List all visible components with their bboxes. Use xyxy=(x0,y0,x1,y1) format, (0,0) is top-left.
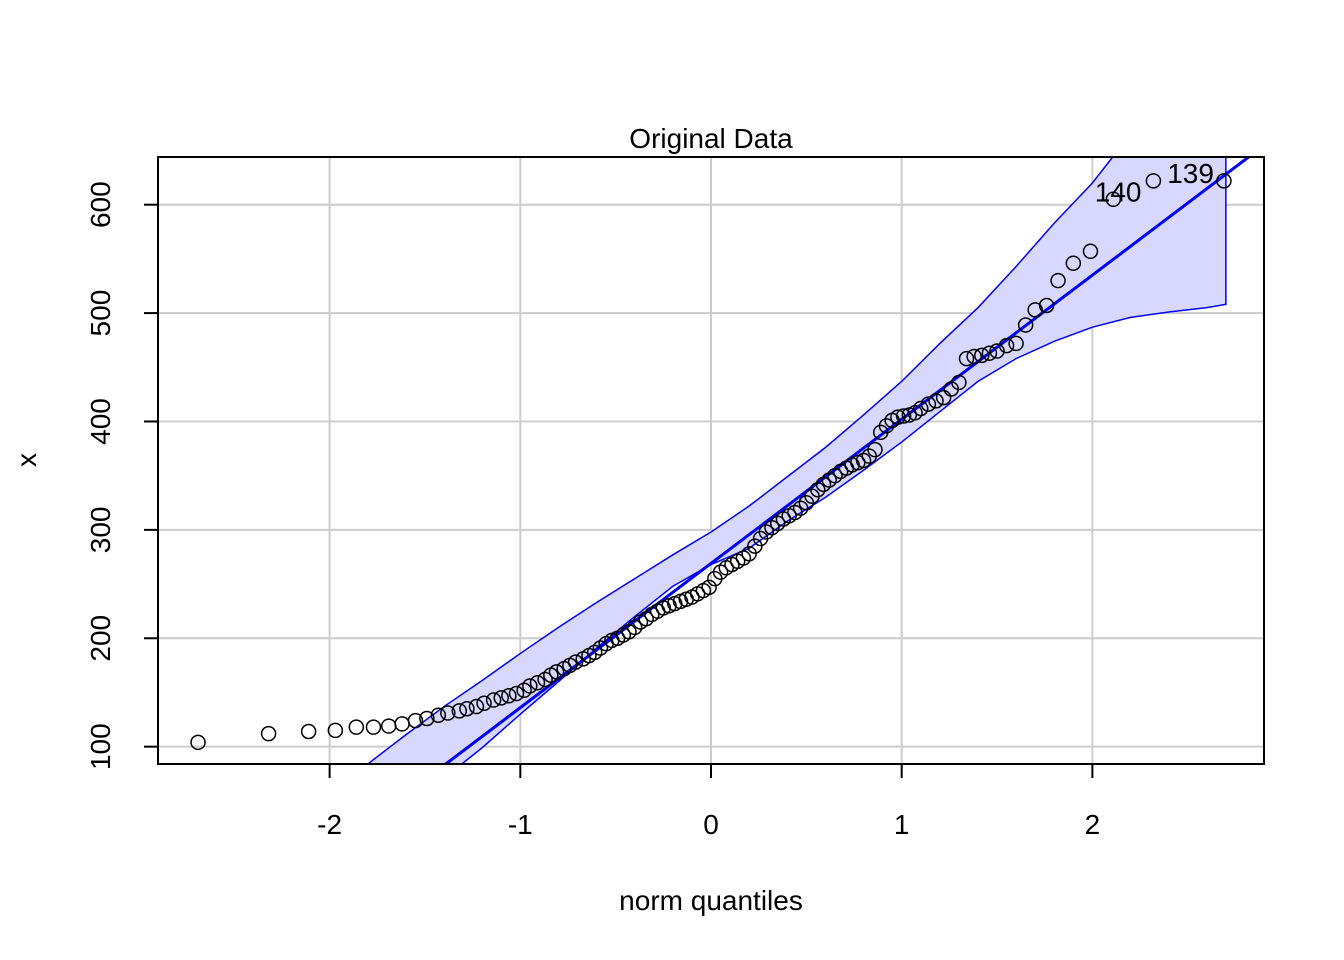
data-point-22 xyxy=(529,674,546,691)
data-point-67 xyxy=(792,500,809,516)
x-tick-label-3: 1 xyxy=(894,809,910,840)
data-point-21 xyxy=(522,678,538,694)
data-point-16 xyxy=(485,692,502,708)
y-axis: 100 200 300 400 500 600 xyxy=(85,181,159,770)
data-point-6 xyxy=(380,718,397,734)
data-point-1 xyxy=(260,725,277,742)
data-point-3 xyxy=(327,722,344,739)
y-tick-label-2: 300 xyxy=(85,507,116,554)
y-tick-label-4: 500 xyxy=(85,290,116,337)
data-point-98 xyxy=(989,343,1005,359)
data-point-101 xyxy=(1017,317,1034,333)
data-point-80 xyxy=(867,441,883,458)
data-point-13 xyxy=(459,700,475,717)
data-points xyxy=(190,173,1232,751)
data-point-107 xyxy=(1105,191,1122,208)
data-point-38 xyxy=(626,619,643,636)
x-tick-label-0: -2 xyxy=(317,809,342,840)
y-tick-label-5: 600 xyxy=(85,181,116,228)
data-point-105 xyxy=(1065,255,1082,271)
data-point-51 xyxy=(701,579,717,596)
data-point-88 xyxy=(913,400,929,417)
data-point-109 xyxy=(1216,173,1232,189)
data-point-14 xyxy=(468,698,485,715)
data-point-106 xyxy=(1082,243,1099,260)
y-tick-label-1: 200 xyxy=(85,615,116,662)
data-point-103 xyxy=(1038,297,1055,314)
point-label-140: 140 xyxy=(1095,176,1142,207)
data-point-10 xyxy=(430,707,447,723)
data-point-25 xyxy=(548,664,565,680)
data-point-90 xyxy=(928,393,944,409)
x-tick-label-2: 0 xyxy=(703,809,719,840)
data-point-95 xyxy=(966,348,982,365)
confidence-band-upper-line xyxy=(367,157,1114,764)
data-point-84 xyxy=(890,409,906,425)
y-axis-label: x xyxy=(11,453,42,467)
data-point-2 xyxy=(300,723,317,740)
data-point-102 xyxy=(1027,302,1043,318)
x-tick-label-1: -1 xyxy=(508,809,533,840)
data-point-93 xyxy=(951,374,967,391)
data-point-82 xyxy=(878,418,895,434)
data-point-17 xyxy=(493,690,509,706)
data-point-18 xyxy=(501,687,517,704)
data-point-89 xyxy=(920,396,937,412)
x-axis-label: norm quantiles xyxy=(619,885,803,916)
data-point-0 xyxy=(190,734,206,751)
data-point-8 xyxy=(407,712,424,729)
data-point-94 xyxy=(958,350,975,367)
data-point-104 xyxy=(1050,272,1066,289)
y-tick-label-0: 100 xyxy=(85,723,116,770)
data-point-108 xyxy=(1145,173,1162,189)
data-point-15 xyxy=(476,695,492,712)
x-axis: -2 -1 0 1 2 xyxy=(317,763,1101,840)
point-label-139: 139 xyxy=(1167,158,1214,189)
data-point-4 xyxy=(348,719,365,735)
data-point-28 xyxy=(567,654,584,670)
data-point-11 xyxy=(440,705,456,721)
data-point-85 xyxy=(895,408,912,424)
y-tick-label-3: 400 xyxy=(85,398,116,445)
reference-line xyxy=(443,157,1252,764)
data-point-9 xyxy=(419,710,435,727)
data-point-70 xyxy=(810,482,826,498)
data-point-5 xyxy=(365,719,382,735)
data-point-12 xyxy=(451,703,468,719)
data-point-91 xyxy=(935,389,952,406)
data-point-7 xyxy=(394,716,410,732)
data-point-19 xyxy=(508,685,525,702)
data-point-96 xyxy=(974,347,990,364)
data-point-100 xyxy=(1008,335,1024,352)
confidence-band-lower-line xyxy=(460,157,1227,764)
x-tick-label-4: 2 xyxy=(1085,809,1101,840)
data-point-97 xyxy=(981,345,998,361)
data-point-99 xyxy=(998,337,1015,354)
point-annotations: 140 139 xyxy=(1095,158,1214,207)
chart-title: Original Data xyxy=(629,123,793,154)
